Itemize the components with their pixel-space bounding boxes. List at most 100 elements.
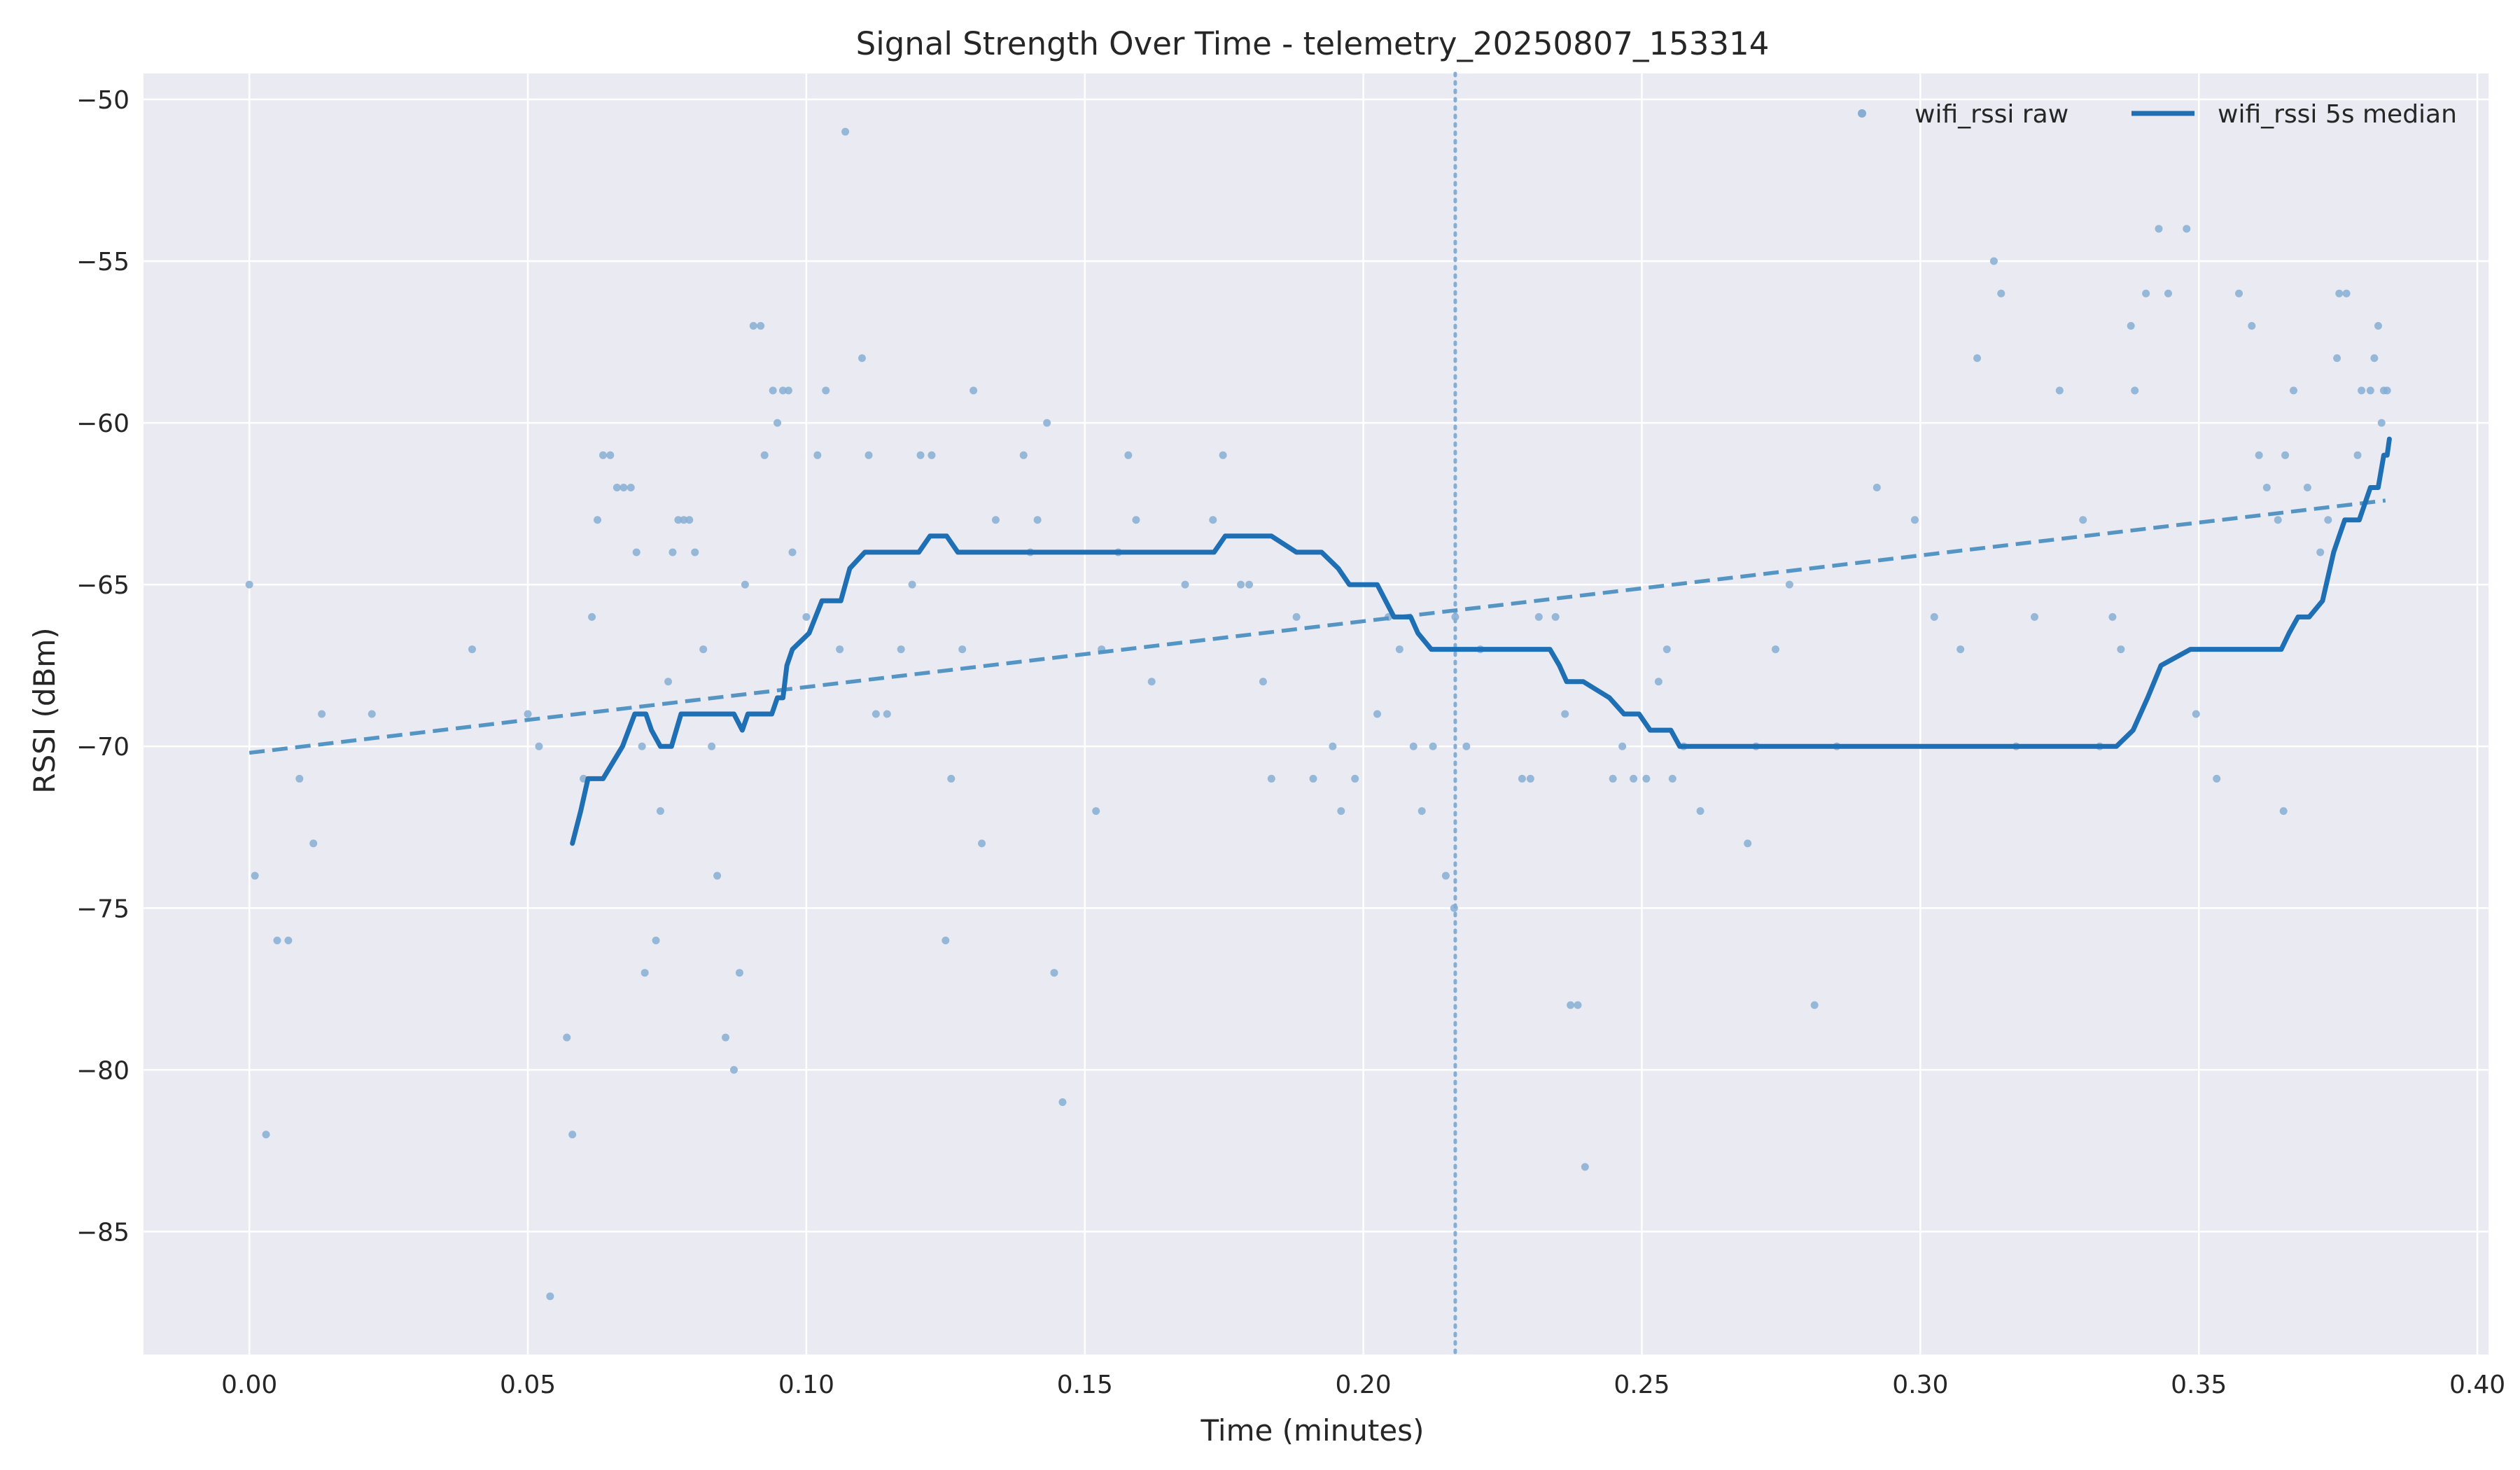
raw-point (309, 839, 318, 848)
legend: wifi_rssi raw wifi_rssi 5s median (1858, 100, 2457, 129)
raw-point (722, 1033, 730, 1042)
raw-point (2131, 386, 2139, 395)
raw-point (757, 321, 765, 330)
raw-point (1373, 710, 1382, 718)
y-tick-label: −55 (76, 248, 130, 276)
y-tick-label: −50 (76, 86, 130, 115)
raw-point (897, 645, 905, 654)
raw-point (2183, 225, 2191, 233)
raw-point (2213, 774, 2221, 783)
raw-point (1574, 1001, 1582, 1009)
raw-point (1329, 742, 1337, 750)
raw-point (626, 484, 635, 492)
raw-point (2342, 289, 2351, 298)
raw-point (1989, 257, 1998, 265)
raw-point (295, 774, 304, 783)
raw-point (1409, 742, 1418, 750)
raw-point (1462, 742, 1471, 750)
raw-point (741, 580, 749, 589)
raw-point (1872, 484, 1881, 492)
raw-point (1930, 612, 1938, 621)
raw-point (978, 839, 986, 848)
raw-point (1124, 451, 1133, 459)
raw-point (2030, 612, 2038, 621)
raw-point (1910, 516, 1919, 524)
raw-point (1245, 580, 1254, 589)
raw-point (822, 386, 830, 395)
raw-point (802, 612, 811, 621)
raw-point (883, 710, 891, 718)
raw-point (841, 127, 850, 136)
plot-area (144, 74, 2488, 1354)
x-tick-label: 0.00 (221, 1371, 277, 1399)
raw-point (1642, 774, 1651, 783)
raw-point (2324, 516, 2332, 524)
x-tick-label: 0.15 (1057, 1371, 1113, 1399)
raw-point (1209, 516, 1217, 524)
raw-point (991, 516, 1000, 524)
raw-point (1534, 612, 1543, 621)
raw-point (2055, 386, 2064, 395)
raw-point (468, 645, 476, 654)
raw-point (638, 742, 646, 750)
raw-point (1132, 516, 1140, 524)
raw-point (1668, 774, 1676, 783)
raw-point (1744, 839, 1752, 848)
raw-point (2192, 710, 2200, 718)
raw-point (1561, 710, 1569, 718)
raw-point (774, 419, 782, 427)
raw-point (251, 872, 259, 880)
raw-point (1551, 612, 1560, 621)
chart-title: Signal Strength Over Time - telemetry_20… (856, 25, 1770, 62)
raw-point (1418, 807, 1426, 816)
raw-point (969, 386, 978, 395)
raw-point (813, 451, 822, 459)
raw-point (368, 710, 376, 718)
legend-raw-marker (1858, 109, 1866, 118)
median-line-layer (570, 436, 2392, 846)
raw-point (245, 580, 253, 589)
raw-point (1654, 678, 1662, 686)
trend-line (248, 498, 2386, 755)
raw-point (735, 969, 743, 977)
x-tick-label: 0.30 (1892, 1371, 1948, 1399)
raw-point (784, 386, 792, 395)
y-axis-ticks: −85 −80 −75 −70 −65 −60 −55 −50 (76, 86, 130, 1247)
raw-point (2127, 321, 2135, 330)
raw-point (699, 645, 708, 654)
raw-point (1771, 645, 1779, 654)
raw-point (713, 872, 722, 880)
raw-point (1662, 645, 1671, 654)
raw-point (1785, 580, 1793, 589)
raw-point (563, 1033, 571, 1042)
raw-point (1618, 742, 1627, 750)
raw-point (2289, 386, 2297, 395)
grid (144, 74, 2488, 1354)
raw-point (1810, 1001, 1819, 1009)
raw-point (729, 1065, 738, 1074)
raw-point (1259, 678, 1267, 686)
y-tick-label: −85 (76, 1218, 130, 1247)
raw-point (864, 451, 873, 459)
x-tick-label: 0.35 (2171, 1371, 2227, 1399)
raw-point (2335, 289, 2344, 298)
raw-point (2303, 484, 2311, 492)
raw-point (524, 710, 532, 718)
raw-point (1237, 580, 1245, 589)
trend-line-layer (248, 498, 2386, 755)
raw-point (858, 354, 866, 363)
raw-point (2079, 516, 2087, 524)
raw-point (1581, 1163, 1589, 1171)
raw-point (2353, 451, 2362, 459)
raw-point (2235, 289, 2244, 298)
raw-point (769, 386, 777, 395)
raw-point (620, 484, 628, 492)
y-tick-label: −70 (76, 733, 130, 762)
raw-point (594, 516, 602, 524)
raw-point (1033, 516, 1042, 524)
x-tick-label: 0.05 (500, 1371, 556, 1399)
x-axis-label: Time (minutes) (1200, 1413, 1424, 1448)
x-tick-label: 0.40 (2449, 1371, 2505, 1399)
raw-point (1630, 774, 1638, 783)
raw-point (2377, 419, 2386, 427)
